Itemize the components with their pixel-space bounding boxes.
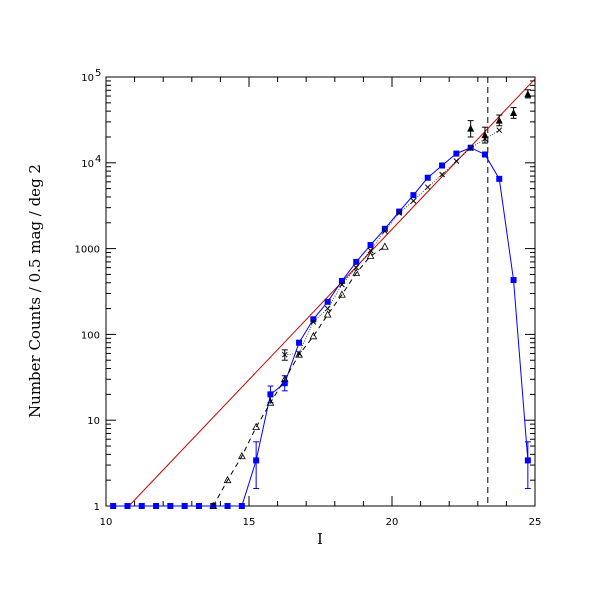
x-tick-label: 20 bbox=[386, 517, 399, 528]
filled-triangle-point bbox=[510, 109, 518, 117]
blue-square-point bbox=[181, 503, 188, 509]
blue-square-point bbox=[381, 225, 388, 232]
blue-square-point bbox=[439, 162, 446, 169]
blue-series-line bbox=[113, 147, 529, 507]
cross-point bbox=[467, 145, 474, 152]
blue-square-point bbox=[353, 258, 360, 265]
y-tick-label-exponent: 4 bbox=[95, 154, 101, 165]
blue-square-point bbox=[410, 192, 417, 199]
axis-ticks-layer bbox=[105, 76, 536, 507]
open-triangle-point bbox=[352, 268, 361, 276]
blue-square-point bbox=[138, 503, 145, 509]
cross-point bbox=[281, 351, 288, 358]
open-triangle-point bbox=[380, 242, 389, 250]
open-triangle-point bbox=[266, 398, 275, 406]
plot-frame bbox=[105, 76, 536, 507]
x-tick-label: 15 bbox=[243, 517, 256, 528]
y-tick-label: 10 bbox=[81, 159, 94, 170]
filled-triangle-point bbox=[481, 131, 489, 139]
blue-square-point bbox=[195, 503, 202, 509]
blue-square-point bbox=[224, 503, 231, 509]
y-axis-title: Number Counts / 0.5 mag / deg 2 bbox=[26, 164, 44, 418]
y-tick-label: 1000 bbox=[75, 245, 100, 256]
cross-point bbox=[296, 350, 302, 357]
blue-square-point bbox=[253, 457, 260, 464]
cross-point bbox=[339, 281, 345, 288]
cross-point bbox=[424, 184, 431, 191]
y-tick-label: 1 bbox=[94, 502, 100, 513]
cross-point bbox=[496, 127, 503, 134]
open-triangle-point bbox=[309, 331, 318, 340]
open-triangle-point bbox=[237, 451, 246, 460]
x-axis-title: I bbox=[317, 530, 323, 548]
x-tick-label: 10 bbox=[100, 517, 113, 528]
blue-square-point bbox=[296, 339, 303, 346]
blue-square-point bbox=[267, 391, 274, 398]
x-tick-label: 25 bbox=[529, 517, 542, 528]
filled-triangle-point bbox=[524, 90, 532, 98]
blue-square-point bbox=[238, 503, 245, 509]
blue-square-point bbox=[110, 503, 117, 509]
blue-square-point bbox=[310, 316, 317, 323]
blue-square-point bbox=[338, 277, 345, 284]
cross-point bbox=[310, 319, 317, 325]
open-triangle-point bbox=[366, 251, 375, 259]
blue-square-point bbox=[510, 277, 517, 284]
cross-point bbox=[367, 247, 374, 254]
filled-triangle-point bbox=[467, 124, 475, 132]
blue-square-point bbox=[453, 150, 460, 157]
open-triangle-point bbox=[223, 475, 232, 484]
open-triangle-point bbox=[295, 350, 303, 358]
cross-point bbox=[410, 198, 417, 204]
blue-square-point bbox=[281, 380, 288, 387]
blue-square-point bbox=[124, 503, 131, 509]
open-triangle-point bbox=[280, 374, 289, 383]
blue-square-point bbox=[324, 298, 331, 305]
cross-point bbox=[381, 228, 388, 234]
y-tick-label: 10 bbox=[81, 73, 94, 84]
open-triangle-point bbox=[323, 310, 332, 318]
open-triangle-point bbox=[209, 501, 218, 509]
cross-point bbox=[453, 158, 460, 164]
model-line bbox=[128, 78, 536, 507]
open-triangle-point bbox=[338, 290, 346, 298]
cross-point bbox=[353, 264, 360, 271]
blue-square-point bbox=[524, 457, 531, 464]
series-layer bbox=[110, 77, 536, 509]
blue-square-point bbox=[153, 503, 160, 509]
cross-point bbox=[439, 171, 445, 178]
triangle-series-line bbox=[212, 246, 386, 507]
blue-square-point bbox=[396, 208, 403, 215]
y-tick-label-exponent: 5 bbox=[95, 68, 101, 79]
blue-square-point bbox=[424, 174, 431, 181]
plot-frame-layer bbox=[105, 76, 536, 507]
blue-square-point bbox=[367, 242, 374, 249]
y-tick-label: 100 bbox=[81, 330, 100, 341]
cross-point bbox=[396, 210, 403, 216]
y-tick-label: 10 bbox=[87, 416, 100, 427]
blue-square-point bbox=[167, 503, 174, 509]
open-triangle-point bbox=[252, 422, 261, 431]
cross-point bbox=[324, 305, 331, 312]
filled-triangle-point bbox=[495, 116, 503, 124]
blue-square-point bbox=[496, 175, 503, 182]
blue-square-point bbox=[481, 151, 488, 158]
cross-series-line bbox=[284, 129, 500, 356]
